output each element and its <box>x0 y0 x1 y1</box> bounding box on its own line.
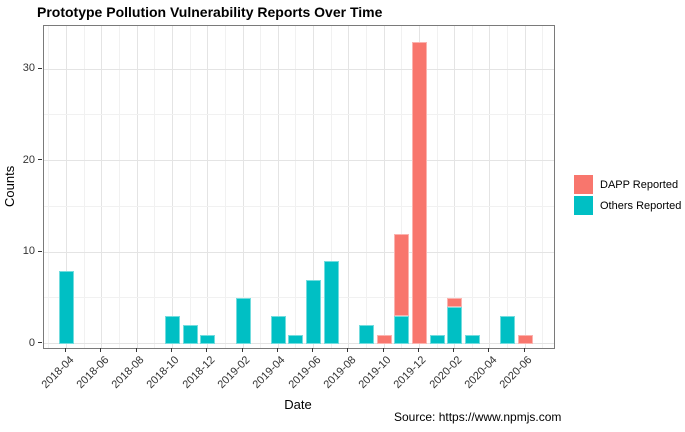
gridline-vertical <box>489 26 491 348</box>
gridline-vertical <box>207 26 209 348</box>
legend-swatch-others <box>574 196 593 215</box>
gridline-horizontal-major <box>44 160 554 162</box>
gridline-vertical <box>471 26 473 348</box>
gridline-vertical <box>524 26 526 348</box>
x-axis-tick <box>276 348 278 352</box>
chart-title: Prototype Pollution Vulnerability Report… <box>37 4 383 20</box>
legend-label-dapp: DAPP Reported <box>600 178 679 191</box>
x-axis-tick <box>135 348 137 352</box>
x-axis-tick <box>206 348 208 352</box>
x-axis-tick <box>241 348 243 352</box>
gridline-vertical <box>189 26 191 348</box>
bar-dapp-2020-06 <box>517 334 533 344</box>
gridline-horizontal-major <box>44 251 554 253</box>
gridline-vertical <box>295 26 297 348</box>
y-axis-tick <box>38 250 42 252</box>
gridline-vertical <box>401 26 403 348</box>
gridline-vertical <box>454 26 456 348</box>
bar-others-2019-05 <box>288 334 304 344</box>
gridline-vertical <box>348 26 350 348</box>
bar-others-2020-01 <box>429 334 445 344</box>
gridline-vertical <box>66 26 68 348</box>
legend-label-others: Others Reported <box>600 199 682 212</box>
gridline-vertical <box>542 26 544 348</box>
x-axis-tick <box>417 348 419 352</box>
x-axis-tick <box>523 348 525 352</box>
bar-others-2019-11 <box>394 316 410 344</box>
gridline-vertical <box>313 26 315 348</box>
bar-dapp-2020-02 <box>447 297 463 308</box>
bar-others-2020-05 <box>500 316 516 344</box>
gridline-vertical <box>436 26 438 348</box>
x-axis-tick <box>312 348 314 352</box>
plot-area <box>43 25 555 349</box>
y-axis-tick <box>38 342 42 344</box>
gridline-vertical <box>383 26 385 348</box>
gridline-vertical <box>260 26 262 348</box>
bar-others-2018-10 <box>164 316 180 344</box>
y-tick-label: 20 <box>22 153 35 166</box>
legend-swatch-dapp <box>574 175 593 194</box>
bar-others-2018-12 <box>200 334 216 344</box>
bar-others-2018-04 <box>59 270 75 344</box>
gridline-vertical <box>119 26 121 348</box>
gridline-vertical <box>101 26 103 348</box>
gridline-vertical <box>83 26 85 348</box>
y-axis-tick <box>38 159 42 161</box>
x-axis-tick <box>382 348 384 352</box>
gridline-vertical <box>507 26 509 348</box>
bar-others-2020-03 <box>464 334 480 344</box>
gridline-vertical <box>171 26 173 348</box>
bar-dapp-2019-11 <box>394 233 410 317</box>
y-axis-tick <box>38 67 42 69</box>
legend-item-others: Others Reported <box>574 196 681 215</box>
bar-others-2018-11 <box>182 325 198 344</box>
gridline-horizontal-minor <box>44 297 554 299</box>
gridline-vertical <box>224 26 226 348</box>
x-axis-tick <box>488 348 490 352</box>
gridline-vertical <box>242 26 244 348</box>
bar-others-2019-02 <box>235 297 251 344</box>
legend: DAPP Reported Others Reported <box>574 175 681 217</box>
gridline-horizontal-minor <box>44 114 554 116</box>
x-axis-tick <box>170 348 172 352</box>
x-axis-tick <box>453 348 455 352</box>
bar-dapp-2019-10 <box>376 334 392 344</box>
gridline-vertical <box>48 26 50 348</box>
x-axis-tick <box>65 348 67 352</box>
gridline-horizontal-minor <box>44 205 554 207</box>
gridline-vertical <box>136 26 138 348</box>
gridline-vertical <box>365 26 367 348</box>
y-tick-label: 30 <box>22 62 35 75</box>
legend-item-dapp: DAPP Reported <box>574 175 681 194</box>
gridline-horizontal-major <box>44 68 554 70</box>
bar-others-2019-06 <box>306 279 322 344</box>
bar-others-2019-04 <box>270 316 286 344</box>
y-tick-label: 0 <box>28 336 35 349</box>
gridline-vertical <box>154 26 156 348</box>
bar-others-2019-09 <box>358 325 374 344</box>
gridline-vertical <box>330 26 332 348</box>
gridline-horizontal-major <box>44 343 554 345</box>
x-axis-tick <box>347 348 349 352</box>
gridline-vertical <box>277 26 279 348</box>
bar-others-2020-02 <box>447 307 463 344</box>
bar-dapp-2019-12 <box>411 41 427 344</box>
source-note: Source: https://www.npmjs.com <box>394 410 562 424</box>
x-axis-title: Date <box>284 397 312 412</box>
bar-others-2019-07 <box>323 261 339 344</box>
x-axis-tick <box>100 348 102 352</box>
y-tick-label: 10 <box>22 245 35 258</box>
